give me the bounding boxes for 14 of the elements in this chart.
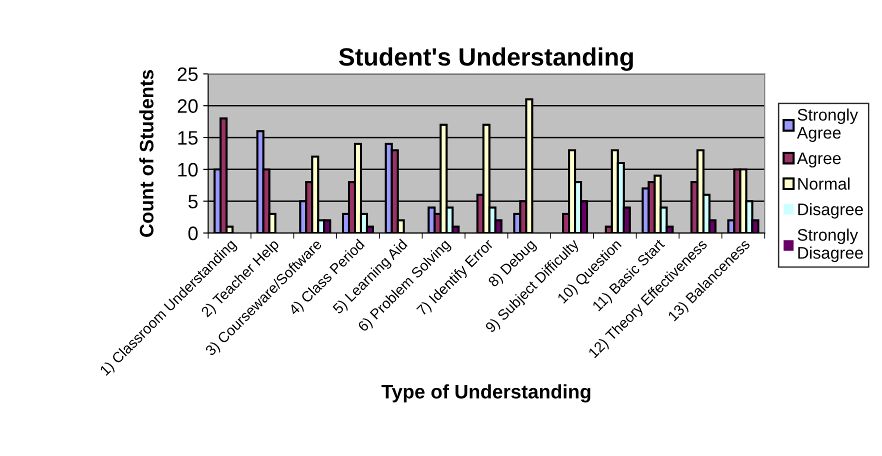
legend-label: Strongly Disagree <box>798 228 863 262</box>
chart-title: Student's Understanding <box>339 47 633 71</box>
legend-label: Strongly Agree <box>796 108 858 142</box>
x-axis-title: Type of Understanding <box>382 384 590 402</box>
legend-label: Disagree <box>798 203 863 219</box>
legend-label: Normal <box>798 178 850 190</box>
y-tick-label: 10 <box>178 162 198 177</box>
y-tick-label: 15 <box>178 131 198 145</box>
y-axis-title: Count of Students <box>139 70 154 237</box>
y-tick-label: 0 <box>188 226 198 240</box>
y-tick-label: 5 <box>188 194 198 208</box>
legend-label: Agree <box>796 152 841 168</box>
y-tick-label: 20 <box>178 99 198 113</box>
y-tick-label: 25 <box>178 67 198 82</box>
